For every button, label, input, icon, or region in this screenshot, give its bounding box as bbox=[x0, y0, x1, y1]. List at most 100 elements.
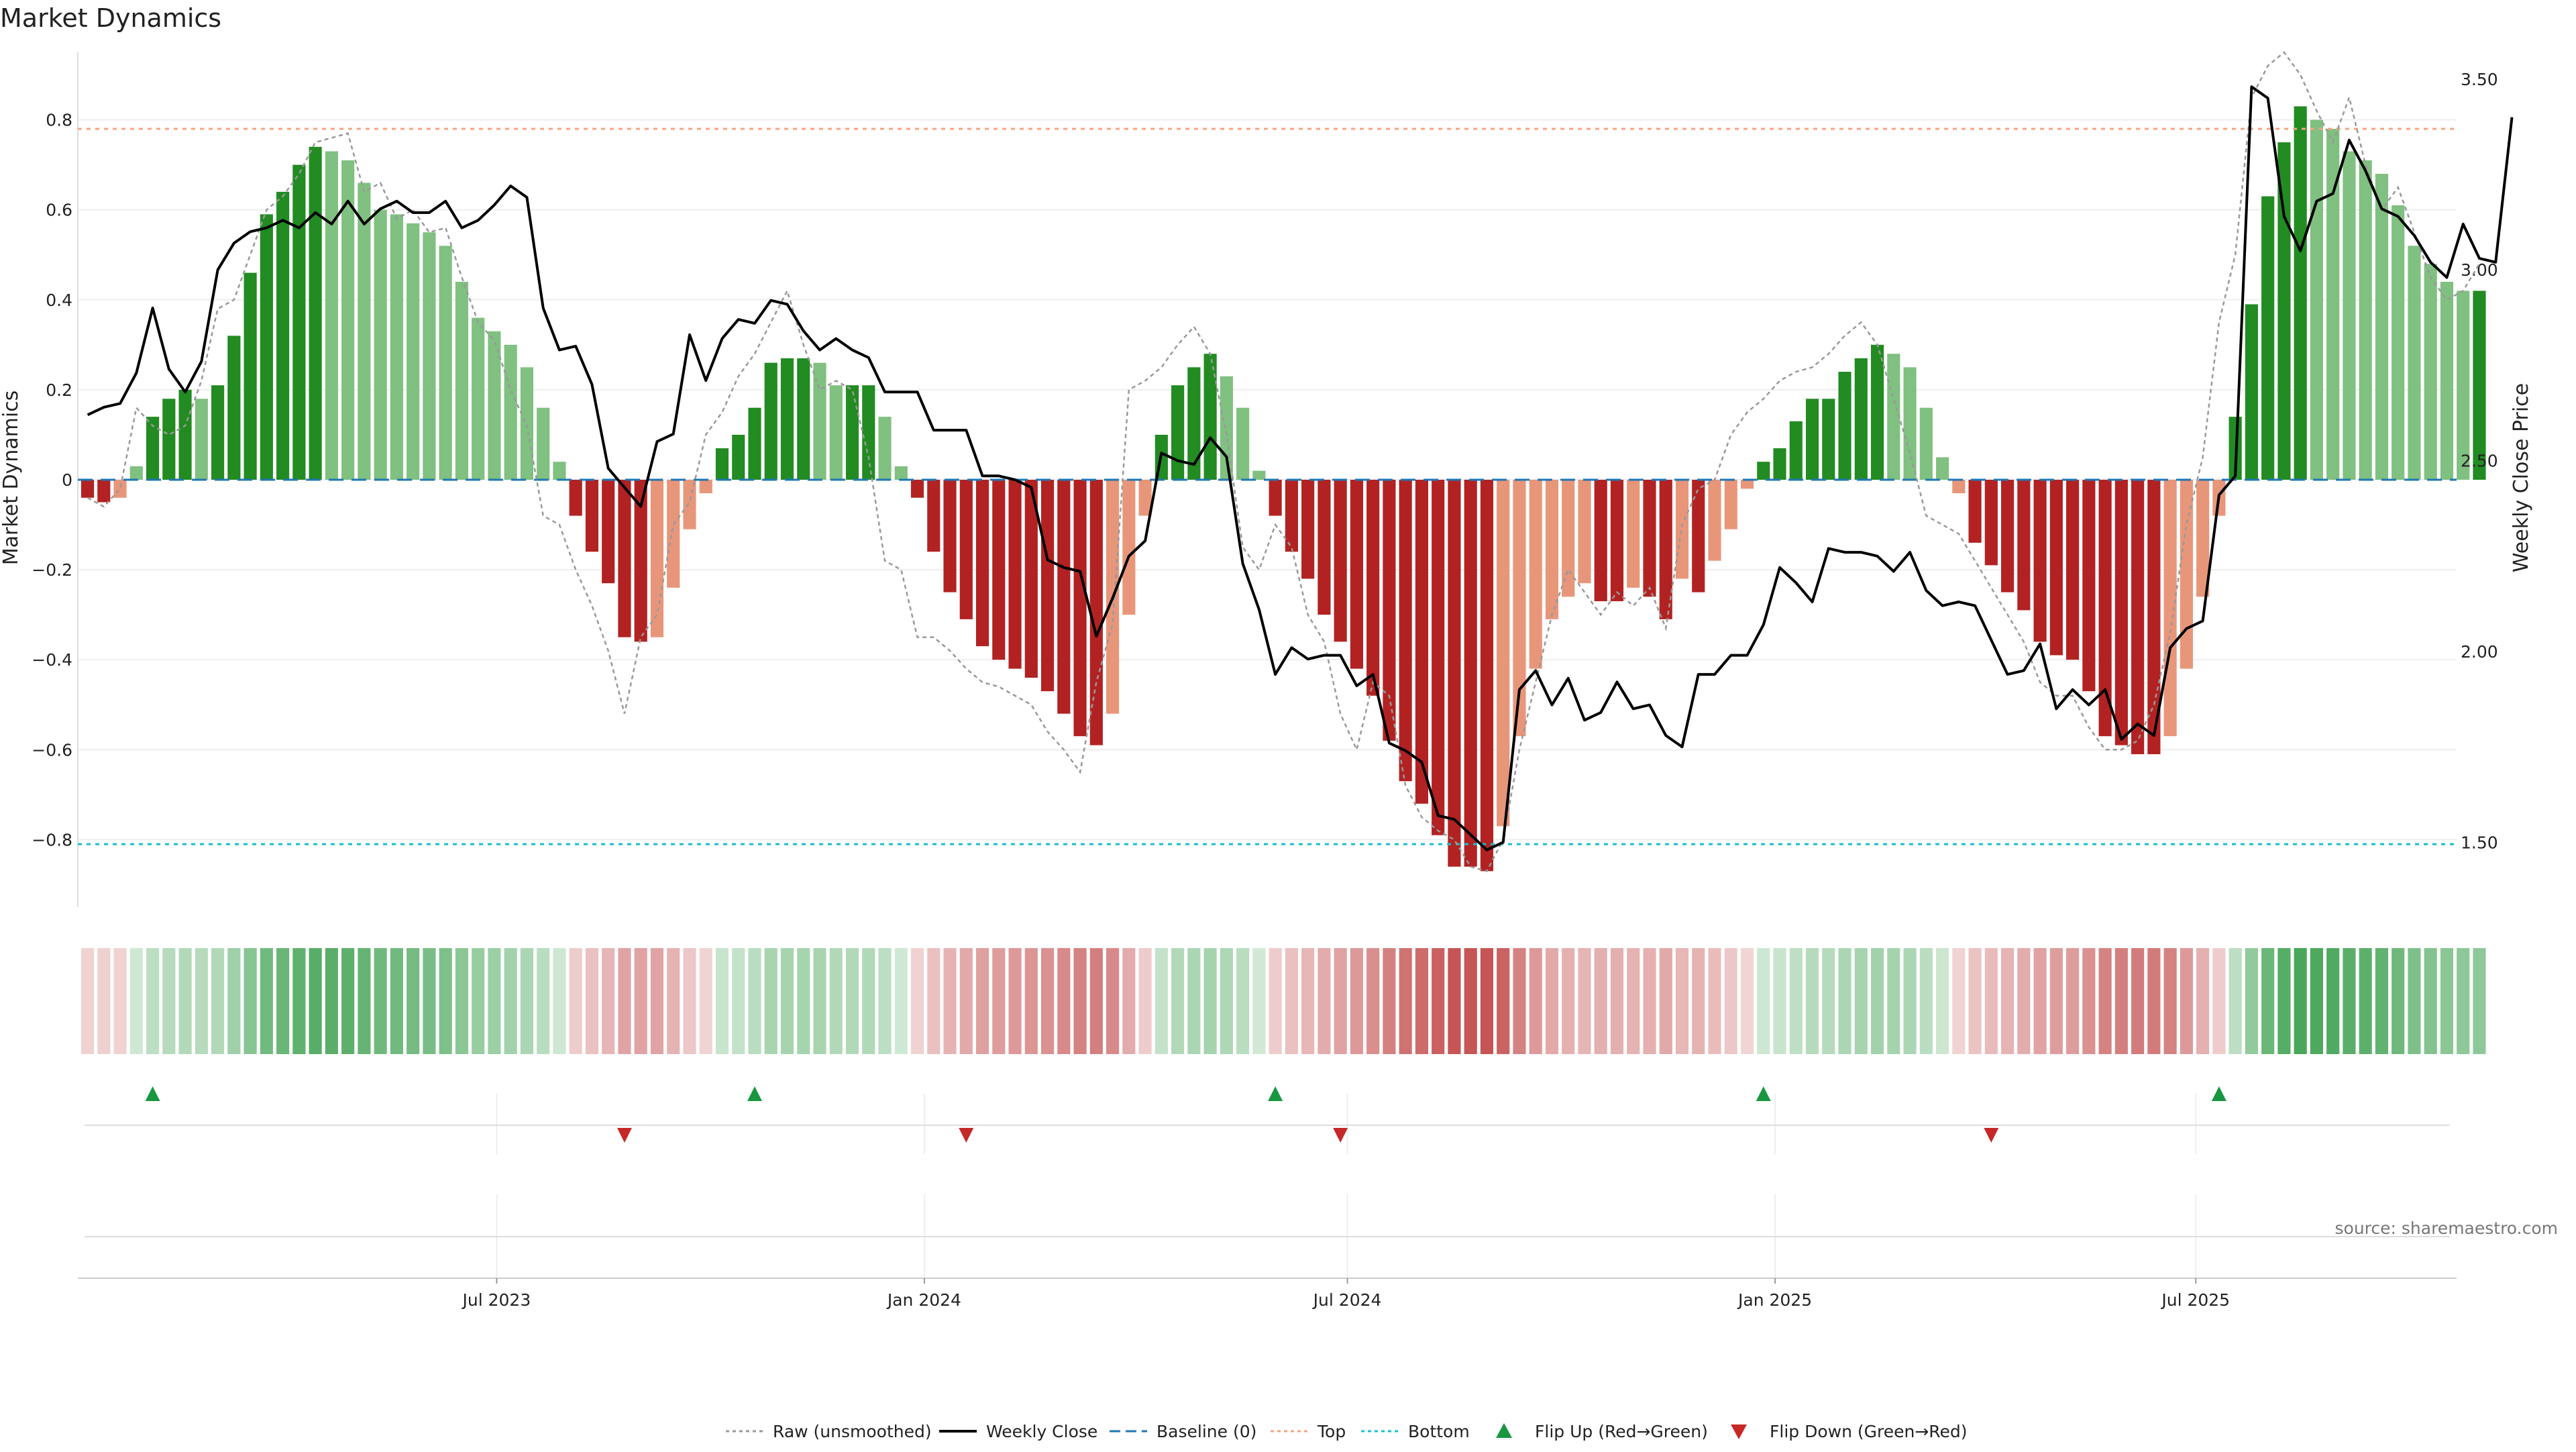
x-tick-label: Jul 2024 bbox=[1312, 1290, 1382, 1310]
heat-cell bbox=[618, 948, 631, 1054]
heat-cell bbox=[423, 948, 436, 1054]
heat-cell bbox=[2473, 948, 2486, 1054]
bar bbox=[1562, 480, 1575, 597]
legend: Raw (unsmoothed) Weekly Close Baseline (0)… bbox=[726, 1422, 1968, 1441]
bar bbox=[1903, 367, 1917, 480]
bar bbox=[1318, 480, 1331, 615]
legend-item: Top bbox=[1271, 1422, 1346, 1441]
bar bbox=[1854, 358, 1868, 480]
heat-cell bbox=[1594, 948, 1607, 1054]
heat-cell bbox=[537, 948, 550, 1054]
heat-cell bbox=[341, 948, 355, 1054]
heat-cell bbox=[1040, 948, 1055, 1054]
bar bbox=[1789, 421, 1803, 480]
bar bbox=[2000, 480, 2015, 592]
bar bbox=[520, 367, 534, 480]
bar bbox=[1659, 480, 1672, 619]
x-axis: Jul 2023 Jan 2024 Jul 2024 Jan 2025 Jul 2025 bbox=[462, 1278, 2230, 1310]
heat-cell bbox=[146, 948, 160, 1054]
bar bbox=[634, 480, 647, 642]
bar bbox=[439, 246, 452, 480]
heat-cell bbox=[910, 948, 924, 1054]
heat-cell bbox=[80, 948, 95, 1054]
y-axis-label-right: Weekly Close Price bbox=[2510, 383, 2533, 572]
bar bbox=[862, 385, 875, 480]
heat-cell bbox=[1838, 948, 1851, 1054]
bar bbox=[504, 344, 517, 480]
flip-up-marker bbox=[2211, 1086, 2226, 1101]
heat-cell bbox=[829, 948, 843, 1054]
heat-cell bbox=[129, 948, 143, 1054]
bar bbox=[927, 480, 941, 552]
bar bbox=[325, 151, 338, 480]
bar bbox=[1838, 372, 1851, 480]
bar bbox=[1399, 480, 1412, 782]
bar bbox=[227, 335, 241, 480]
y-tick-label-left: 0.4 bbox=[46, 291, 72, 310]
heat-cell bbox=[634, 948, 647, 1054]
heat-cell bbox=[1057, 948, 1071, 1054]
heat-cell bbox=[2082, 948, 2096, 1054]
heat-cell bbox=[1529, 948, 1542, 1054]
heat-cell bbox=[715, 948, 729, 1054]
heat-cell bbox=[390, 948, 403, 1054]
heat-cell bbox=[1089, 948, 1103, 1054]
heat-cell bbox=[488, 948, 501, 1054]
heat-cell bbox=[553, 948, 566, 1054]
legend-item: Raw (unsmoothed) bbox=[726, 1422, 932, 1441]
heat-cell bbox=[504, 948, 517, 1054]
legend-item: Baseline (0) bbox=[1110, 1422, 1256, 1441]
bar bbox=[2066, 480, 2080, 660]
bar bbox=[1236, 407, 1250, 480]
heat-cell bbox=[2033, 948, 2047, 1054]
bar bbox=[959, 480, 973, 619]
heat-cell bbox=[845, 948, 859, 1054]
heat-cell bbox=[2408, 948, 2421, 1054]
y-tick-label-right: 2.00 bbox=[2461, 642, 2498, 662]
x-tick-label: Jul 2025 bbox=[2160, 1290, 2230, 1310]
bar bbox=[2424, 264, 2437, 480]
heat-cell bbox=[1724, 948, 1737, 1054]
bar bbox=[292, 164, 306, 480]
bar bbox=[1757, 462, 1770, 480]
heat-cell bbox=[227, 948, 241, 1054]
bar bbox=[553, 462, 566, 480]
heat-cell bbox=[2392, 948, 2405, 1054]
bar bbox=[618, 480, 631, 637]
bar bbox=[1692, 480, 1705, 592]
bar bbox=[390, 214, 403, 480]
heat-cell bbox=[2049, 948, 2063, 1054]
bar bbox=[537, 407, 550, 480]
heat-cell bbox=[569, 948, 582, 1054]
heat-cell bbox=[1968, 948, 1982, 1054]
bar bbox=[2473, 291, 2486, 480]
bar bbox=[80, 480, 95, 498]
bar bbox=[2114, 480, 2128, 745]
bar bbox=[2245, 304, 2258, 480]
flip-markers bbox=[145, 1086, 2226, 1143]
bar bbox=[1040, 480, 1055, 692]
bar bbox=[1269, 480, 1282, 516]
heat-cell bbox=[1399, 948, 1412, 1054]
flip-down-marker bbox=[616, 1128, 632, 1143]
bar bbox=[1935, 457, 1949, 480]
bar bbox=[1252, 470, 1266, 480]
bar bbox=[1870, 344, 1884, 480]
bar bbox=[845, 385, 859, 480]
bar bbox=[2033, 480, 2047, 642]
bar bbox=[472, 317, 485, 480]
series-line-raw bbox=[87, 51, 2481, 872]
heat-cell bbox=[1155, 948, 1168, 1054]
axes: −0.8 −0.6 −0.4 −0.2 0 0.2 0.4 0.6 0.8 1.50 2.00 2.5… bbox=[32, 52, 2498, 1279]
bar bbox=[1968, 480, 1982, 543]
bar bbox=[1952, 480, 1966, 494]
bar bbox=[2017, 480, 2031, 611]
legend-item: Weekly Close bbox=[939, 1422, 1097, 1441]
bar bbox=[1366, 480, 1380, 696]
bar bbox=[1138, 480, 1152, 516]
heat-cell bbox=[1138, 948, 1152, 1054]
bar bbox=[1008, 480, 1022, 669]
bar bbox=[1545, 480, 1559, 619]
bar bbox=[1334, 480, 1347, 642]
